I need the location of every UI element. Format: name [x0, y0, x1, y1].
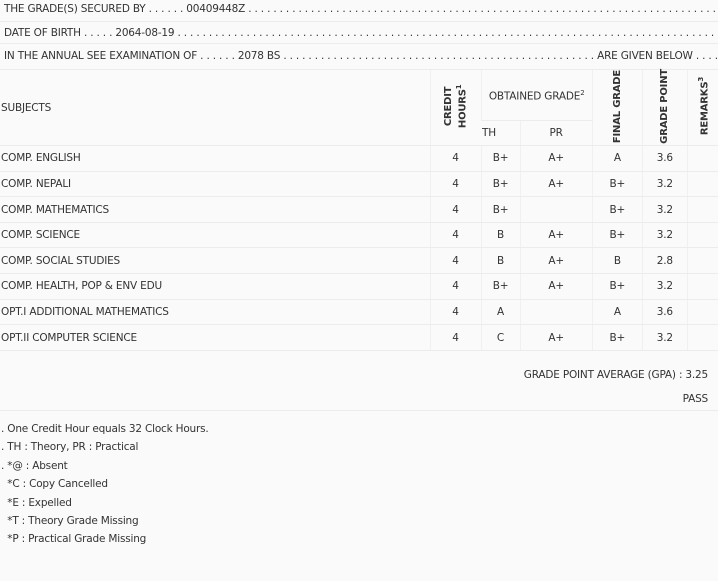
- remarks-cell: [686, 299, 718, 326]
- secured-by-line: THE GRADE(S) SECURED BY . . . . . . 0040…: [0, 0, 718, 22]
- th-cell: B+: [480, 145, 520, 172]
- footnote: *C : Copy Cancelled: [1, 478, 108, 491]
- remarks-cell: [686, 171, 718, 198]
- footnote: . *@ : Absent: [1, 459, 68, 472]
- credit-cell: 4: [429, 273, 481, 300]
- table-row: OPT.II COMPUTER SCIENCE 4 C A+ B+ 3.2: [0, 324, 718, 351]
- credit-cell: 4: [429, 145, 481, 172]
- th-cell: B+: [480, 273, 520, 300]
- remarks-cell: [686, 222, 718, 249]
- subject-cell: COMP. SCIENCE: [0, 222, 430, 249]
- credit-header: CREDIT HOURS1: [429, 70, 481, 147]
- gp-cell: 3.6: [641, 299, 688, 326]
- pr-cell: A+: [519, 171, 593, 198]
- th-cell: B: [480, 247, 520, 275]
- final-cell: B+: [591, 273, 643, 300]
- gp-cell: 3.2: [641, 171, 688, 198]
- gp-cell: 3.2: [641, 273, 688, 300]
- subject-cell: OPT.I ADDITIONAL MATHEMATICS: [0, 299, 430, 326]
- footnote: *T : Theory Grade Missing: [1, 515, 139, 528]
- pr-cell: A+: [519, 324, 593, 351]
- remarks-cell: [686, 324, 718, 351]
- th-cell: C: [480, 324, 520, 351]
- gp-header: GRADE POINT: [641, 69, 688, 147]
- table-row: OPT.I ADDITIONAL MATHEMATICS 4 A A 3.6: [0, 299, 718, 326]
- gp-cell: 2.8: [641, 247, 688, 275]
- credit-cell: 4: [429, 247, 481, 275]
- table-row: COMP. SOCIAL STUDIES 4 B A+ B 2.8: [0, 247, 718, 275]
- remarks-cell: [686, 145, 718, 172]
- footnote: . TH : Theory, PR : Practical: [1, 441, 139, 454]
- pr-cell: [519, 299, 593, 326]
- footnote: *P : Practical Grade Missing: [1, 533, 147, 546]
- pr-cell: A+: [519, 273, 593, 300]
- pr-cell: A+: [519, 222, 593, 249]
- table-row: COMP. SCIENCE 4 B A+ B+ 3.2: [0, 222, 718, 249]
- credit-cell: 4: [429, 171, 481, 198]
- subject-cell: COMP. HEALTH, POP & ENV EDU: [0, 273, 430, 300]
- divider: [0, 410, 718, 411]
- exam-line: IN THE ANNUAL SEE EXAMINATION OF . . . .…: [0, 45, 718, 70]
- th-cell: A: [480, 299, 520, 326]
- final-cell: B+: [591, 222, 643, 249]
- remarks-cell: [686, 273, 718, 300]
- th-header: TH: [481, 120, 520, 147]
- final-cell: B+: [591, 196, 643, 223]
- final-cell: B+: [591, 171, 643, 198]
- credit-cell: 4: [429, 222, 481, 249]
- table-row: COMP. HEALTH, POP & ENV EDU 4 B+ A+ B+ 3.2: [0, 273, 718, 300]
- footnotes: . One Credit Hour equals 32 Clock Hours.…: [1, 420, 209, 549]
- subject-cell: COMP. NEPALI: [0, 171, 430, 198]
- pr-cell: A+: [519, 145, 593, 172]
- footnote: . One Credit Hour equals 32 Clock Hours.: [1, 423, 209, 435]
- subject-cell: OPT.II COMPUTER SCIENCE: [0, 324, 430, 351]
- grades-table: SUBJECTS CREDIT HOURS1 OBTAINED GRADE2 F…: [0, 69, 718, 351]
- subject-cell: COMP. SOCIAL STUDIES: [0, 247, 430, 275]
- th-cell: B: [480, 222, 520, 249]
- gp-cell: 3.2: [641, 196, 688, 223]
- remarks-header: REMARKS3: [686, 70, 718, 147]
- pr-cell: [519, 196, 593, 223]
- gp-cell: 3.2: [641, 324, 688, 351]
- credit-cell: 4: [429, 196, 481, 223]
- subjects-header: SUBJECTS: [0, 70, 430, 147]
- table-row: COMP. MATHEMATICS 4 B+ B+ 3.2: [0, 196, 718, 223]
- footnote: *E : Expelled: [1, 496, 72, 509]
- table-row: COMP. ENGLISH 4 B+ A+ A 3.6: [0, 145, 718, 172]
- th-cell: B+: [480, 196, 520, 223]
- final-cell: B+: [591, 324, 643, 351]
- final-cell: A: [591, 145, 643, 172]
- pr-header: PR: [519, 120, 593, 147]
- subject-cell: COMP. MATHEMATICS: [0, 196, 430, 223]
- final-cell: A: [591, 299, 643, 326]
- gp-cell: 3.2: [641, 222, 688, 249]
- pr-cell: A+: [519, 247, 593, 275]
- obtained-header: OBTAINED GRADE2: [480, 70, 593, 121]
- subject-cell: COMP. ENGLISH: [0, 145, 430, 172]
- final-cell: B: [591, 247, 643, 275]
- remarks-cell: [686, 196, 718, 223]
- result: PASS: [682, 393, 709, 405]
- final-header: FINAL GRADE: [591, 70, 643, 147]
- table-row: COMP. NEPALI 4 B+ A+ B+ 3.2: [0, 171, 718, 198]
- gpa: GRADE POINT AVERAGE (GPA) : 3.25: [523, 369, 708, 381]
- th-cell: B+: [480, 171, 520, 198]
- credit-cell: 4: [429, 324, 481, 351]
- credit-cell: 4: [429, 299, 481, 326]
- dob-line: DATE OF BIRTH . . . . . 2064-08-19 . . .…: [0, 22, 718, 44]
- gp-cell: 3.6: [641, 145, 688, 172]
- remarks-cell: [686, 247, 718, 275]
